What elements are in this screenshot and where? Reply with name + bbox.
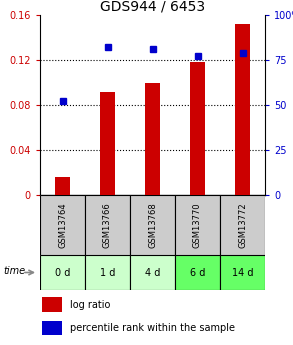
Text: log ratio: log ratio (70, 300, 110, 310)
Bar (85, 195, 130, 255)
Bar (40, 255, 85, 290)
Bar (220, 195, 265, 255)
Text: GSM13768: GSM13768 (148, 202, 157, 248)
Text: 6 d: 6 d (190, 267, 205, 277)
Bar (42, 321, 62, 335)
Bar (175, 255, 220, 290)
Text: 0 d: 0 d (55, 267, 70, 277)
Text: 1 d: 1 d (100, 267, 115, 277)
Text: 4 d: 4 d (145, 267, 160, 277)
Text: 14 d: 14 d (232, 267, 253, 277)
Bar (54, 177, 70, 195)
Bar (220, 255, 265, 290)
Text: GSM13770: GSM13770 (193, 202, 202, 248)
Text: time: time (3, 266, 25, 276)
Bar (130, 195, 175, 255)
Bar (190, 62, 205, 195)
Bar (130, 255, 175, 290)
Title: GDS944 / 6453: GDS944 / 6453 (100, 0, 205, 14)
Bar (42, 297, 62, 312)
Bar (85, 255, 130, 290)
Bar (100, 91, 115, 195)
Text: GSM13764: GSM13764 (58, 202, 67, 248)
Bar (175, 195, 220, 255)
Text: percentile rank within the sample: percentile rank within the sample (70, 323, 235, 333)
Text: GSM13766: GSM13766 (103, 202, 112, 248)
Bar (235, 24, 251, 195)
Bar (40, 195, 85, 255)
Text: GSM13772: GSM13772 (238, 202, 247, 248)
Bar (145, 82, 160, 195)
